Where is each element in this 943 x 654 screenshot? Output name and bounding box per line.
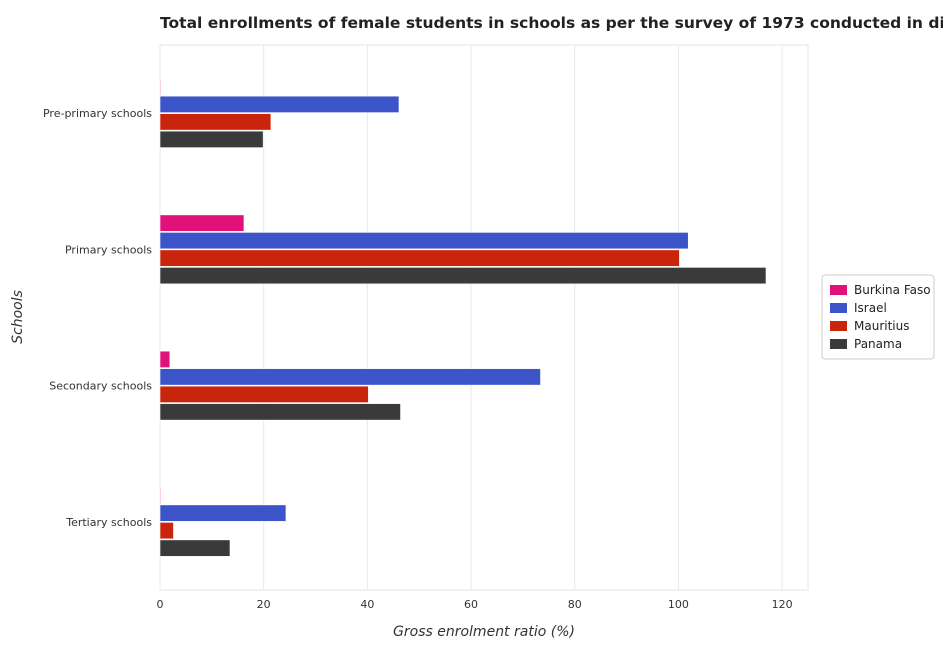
bar-israel-secondary-schools [159,368,541,386]
y-tick-label: Tertiary schools [65,516,152,529]
legend-label-mauritius: Mauritius [854,319,909,333]
legend-label-burkina-faso: Burkina Faso [854,283,931,297]
x-tick-label: 120 [772,598,793,611]
y-tick-label: Pre-primary schools [43,107,152,120]
x-tick-label: 0 [157,598,164,611]
plot-area [159,44,809,591]
x-tick-label: 100 [668,598,689,611]
bar-burkina-faso-primary-schools [159,214,245,232]
legend-box [821,274,935,360]
y-tick-label: Primary schools [65,243,152,256]
x-tick-label: 20 [257,598,271,611]
bar-mauritius-primary-schools [159,249,680,267]
y-axis-title: Schools [10,290,26,344]
x-axis-title: Gross enrolment ratio (%) [393,624,575,640]
bar-panama-tertiary-schools [159,539,231,557]
y-tick-labels: Pre-primary schools Primary schools Second… [43,107,152,529]
bar-burkina-faso-tertiary-schools [159,487,162,505]
x-tick-label: 80 [568,598,582,611]
bar-israel-pre-primary-schools [159,95,400,113]
legend-label-israel: Israel [854,301,887,315]
bar-mauritius-pre-primary-schools [159,113,272,131]
legend-swatch-burkina-faso [830,285,847,295]
bar-israel-tertiary-schools [159,504,287,522]
x-tick-labels: 0 20 40 60 80 100 120 [157,598,793,611]
legend-label-panama: Panama [854,337,902,351]
bar-panama-pre-primary-schools [159,130,264,148]
legend: Burkina Faso Israel Mauritius Panama [821,274,935,360]
bar-panama-primary-schools [159,267,767,285]
y-tick-label: Secondary schools [49,380,152,393]
bar-panama-secondary-schools [159,403,401,421]
bar-israel-primary-schools [159,232,689,250]
bars [159,78,767,557]
legend-swatch-israel [830,303,847,313]
x-tick-label: 40 [360,598,374,611]
bar-mauritius-secondary-schools [159,385,369,403]
legend-swatch-mauritius [830,321,847,331]
bar-mauritius-tertiary-schools [159,522,174,540]
x-tick-label: 60 [464,598,478,611]
bar-burkina-faso-pre-primary-schools [159,78,162,96]
bar-burkina-faso-secondary-schools [159,350,171,368]
legend-swatch-panama [830,339,847,349]
chart-title: Total enrollments of female students in … [160,14,943,32]
